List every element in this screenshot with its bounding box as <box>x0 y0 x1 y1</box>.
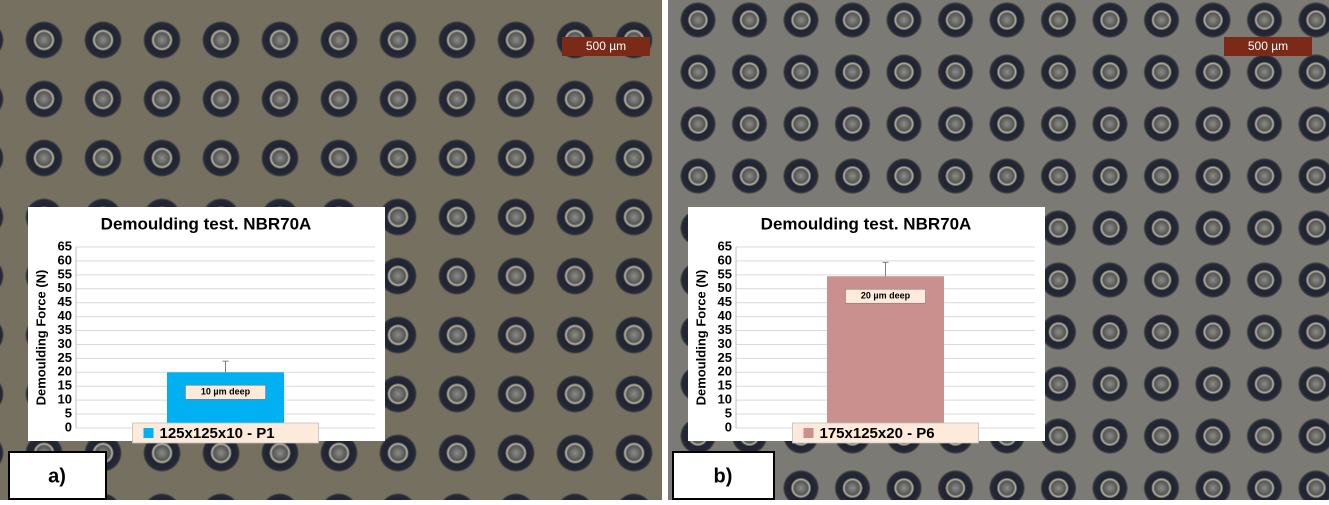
y-tick-label: 5 <box>725 406 732 421</box>
y-tick-label: 0 <box>725 419 732 434</box>
scale-bar-label: 500 µm <box>586 39 626 53</box>
chart-title: Demoulding test. NBR70A <box>761 214 972 233</box>
y-tick-label: 60 <box>718 252 732 267</box>
panel-label: a) <box>48 465 66 487</box>
y-tick-label: 15 <box>58 378 72 393</box>
y-tick-label: 30 <box>718 336 732 351</box>
y-tick-label: 40 <box>718 308 732 323</box>
y-tick-label: 55 <box>718 266 732 281</box>
y-tick-label: 45 <box>718 294 732 309</box>
y-tick-label: 55 <box>58 266 72 281</box>
y-tick-label: 45 <box>58 294 72 309</box>
annotation: 20 µm deep <box>861 291 911 301</box>
chart-title: Demoulding test. NBR70A <box>101 214 312 233</box>
y-axis-label: Demoulding Force (N) <box>33 270 48 406</box>
y-tick-label: 10 <box>718 392 732 407</box>
panel-label: b) <box>714 465 733 487</box>
legend-swatch <box>144 428 154 438</box>
y-tick-label: 20 <box>718 364 732 379</box>
y-tick-label: 25 <box>58 350 72 365</box>
y-tick-label: 10 <box>58 392 72 407</box>
bar <box>167 372 284 428</box>
y-tick-label: 5 <box>65 406 72 421</box>
legend-label: 175x125x20 - P6 <box>820 425 935 442</box>
y-tick-label: 65 <box>58 238 72 253</box>
legend-swatch <box>804 428 814 438</box>
figure: 500 µm 500 µm a) b) Demoulding test. NBR… <box>0 0 1329 500</box>
y-tick-label: 15 <box>718 378 732 393</box>
scale-bar-label: 500 µm <box>1248 39 1288 53</box>
y-tick-label: 65 <box>718 238 732 253</box>
y-tick-label: 25 <box>718 350 732 365</box>
y-tick-label: 50 <box>58 280 72 295</box>
y-tick-label: 40 <box>58 308 72 323</box>
y-tick-label: 0 <box>65 419 72 434</box>
y-tick-label: 35 <box>58 322 72 337</box>
divider <box>662 0 668 500</box>
y-axis-label: Demoulding Force (N) <box>693 270 708 406</box>
y-tick-label: 30 <box>58 336 72 351</box>
y-tick-label: 20 <box>58 364 72 379</box>
annotation: 10 µm deep <box>201 387 251 397</box>
y-tick-label: 50 <box>718 280 732 295</box>
y-tick-label: 35 <box>718 322 732 337</box>
y-tick-label: 60 <box>58 252 72 267</box>
legend-label: 125x125x10 - P1 <box>160 425 275 442</box>
